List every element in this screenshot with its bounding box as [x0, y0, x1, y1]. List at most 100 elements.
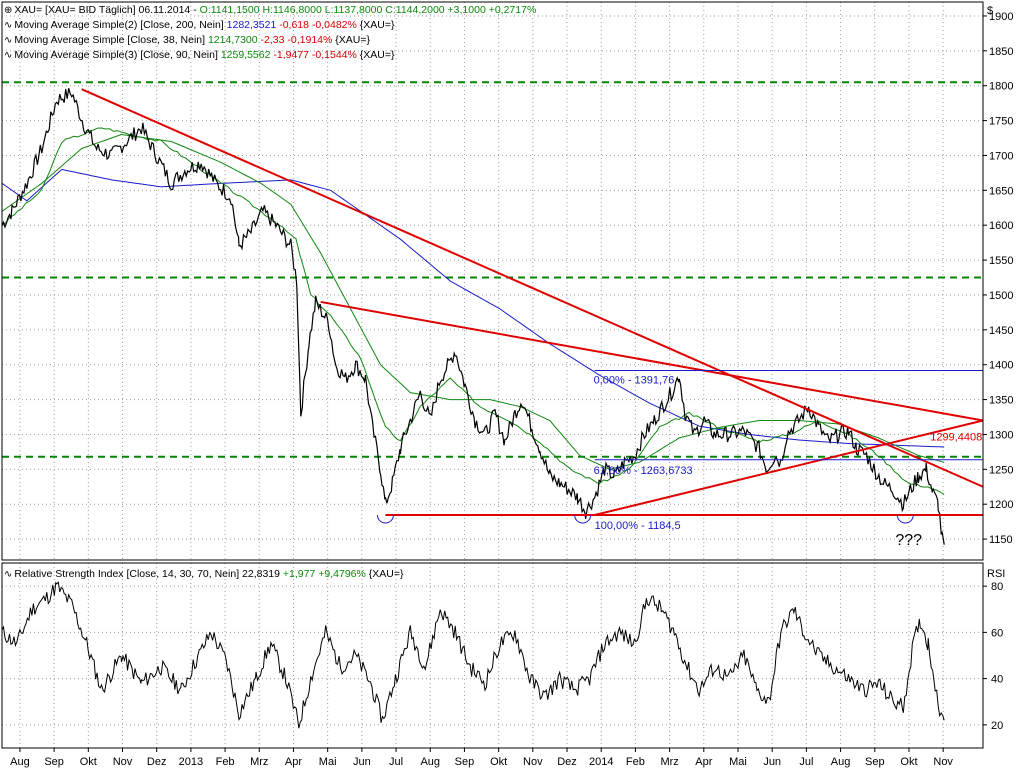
bottom-arc: [574, 514, 592, 524]
ma-icon: ∿: [4, 20, 13, 31]
price-tick-label: 1700: [989, 150, 1013, 162]
rsi-tick-label: 80: [991, 581, 1003, 593]
bottom-arc: [896, 514, 914, 524]
rsi-line: [1, 581, 945, 729]
price-tick-label: 1650: [989, 185, 1013, 197]
legend-ma90-value: 1259,5562: [220, 49, 271, 61]
price-tick-label: 1800: [989, 81, 1013, 93]
price-tick-label: 1850: [989, 46, 1013, 58]
x-tick-label: Aug: [420, 756, 440, 768]
legend-ma200-suffix: {XAU=}: [359, 19, 395, 31]
price-tick-label: 1400: [989, 360, 1013, 372]
legend-rsi-change: +1,977 +9,4796%: [282, 568, 366, 580]
legend-ma38-label: Moving Average Simple [Close, 38, Nein]: [14, 34, 206, 46]
x-tick-label: Feb: [626, 756, 645, 768]
x-tick-label: Mai: [319, 756, 337, 768]
x-tick-label: Nov: [113, 756, 133, 768]
legend-ma200-label: Moving Average Simple(2) [Close, 200, Ne…: [14, 19, 224, 31]
rsi-axis-label: RSI: [987, 568, 1005, 580]
price-line: [1, 88, 945, 545]
legend-ma200-change: -0,618 -0,0482%: [279, 19, 357, 31]
x-tick-label: Nov: [933, 756, 953, 768]
horizontal-levels: [2, 81, 983, 458]
price-tick-label: 1300: [989, 429, 1013, 441]
x-tick-label: Okt: [80, 756, 97, 768]
rsi-tick-label: 60: [991, 627, 1003, 639]
fib-label-100: 100,00% - 1184,5: [595, 520, 681, 532]
price-tick-label: 1600: [989, 220, 1013, 232]
fib-label-618: 61,80% - 1263,6733: [594, 465, 693, 477]
x-tick-label: Apr: [695, 756, 712, 768]
ma38-line: [1, 127, 945, 495]
legend-price-title: XAU= [XAU= BID Täglich] 06.11.2014 -: [14, 4, 200, 16]
x-tick-label: Okt: [900, 756, 917, 768]
x-tick-label: Mrz: [660, 756, 678, 768]
price-tick-label: 1900: [989, 11, 1013, 23]
x-tick-label: Sep: [455, 756, 475, 768]
x-tick-label: Dez: [147, 756, 167, 768]
question-annotation: ???: [895, 532, 922, 549]
price-tick-label: 1250: [989, 464, 1013, 476]
price-tick-label: 1500: [989, 290, 1013, 302]
x-tick-label: Apr: [285, 756, 302, 768]
ma-icon: ∿: [4, 35, 13, 46]
x-tick-label: Sep: [44, 756, 64, 768]
rsi-panel-frame: [1, 562, 984, 749]
price-tick-label: 1350: [989, 395, 1013, 407]
trendline: [320, 300, 984, 422]
legend-rsi-label: Relative Strength Index [Close, 14, 30, …: [14, 568, 240, 580]
rsi-tick-label: 20: [991, 720, 1003, 732]
x-tick-label: Sep: [865, 756, 885, 768]
x-tick-label: Mrz: [250, 756, 268, 768]
legend-ma200-value: 1282,3521: [226, 19, 277, 31]
bottom-arc: [376, 514, 394, 524]
legend-price: ⊕ XAU= [XAU= BID Täglich] 06.11.2014 - O:…: [4, 3, 536, 18]
x-tick-label: Okt: [490, 756, 507, 768]
ma200-line: [1, 168, 945, 448]
price-tick-label: 1550: [989, 255, 1013, 267]
x-tick-label: 2014: [589, 756, 613, 768]
legend-rsi: ∿ Relative Strength Index [Close, 14, 30,…: [4, 567, 404, 582]
ma200-end-label: 1299,4408: [930, 432, 982, 444]
legend-ma38: ∿ Moving Average Simple [Close, 38, Nein]…: [4, 33, 370, 48]
price-icon: ⊕: [4, 5, 13, 16]
trendline: [81, 88, 984, 488]
legend-ma90: ∿ Moving Average Simple(3) [Close, 90, Ne…: [4, 48, 395, 63]
price-series: [1, 88, 945, 729]
trendlines: [81, 88, 984, 517]
legend-rsi-value: 22,8319: [242, 568, 280, 580]
x-tick-label: Jun: [353, 756, 371, 768]
price-panel-frame: [1, 1, 984, 561]
rsi-icon: ∿: [4, 569, 13, 580]
x-tick-label: Jun: [763, 756, 781, 768]
x-tick-label: Nov: [523, 756, 543, 768]
x-tick-label: Feb: [216, 756, 235, 768]
legend-ma200: ∿ Moving Average Simple(2) [Close, 200, N…: [4, 18, 395, 33]
price-tick-label: 1450: [989, 325, 1013, 337]
x-tick-label: Jul: [389, 756, 403, 768]
legend-ma38-value: 1214,7300: [207, 34, 258, 46]
chart-grid: [2, 2, 983, 748]
price-tick-label: 1750: [989, 116, 1013, 128]
ma-icon: ∿: [4, 50, 13, 61]
rsi-tick-label: 40: [991, 674, 1003, 686]
price-tick-label: 1150: [989, 534, 1013, 546]
fib-label-0: 0,00% - 1391,76: [594, 374, 675, 386]
x-tick-label: Dez: [557, 756, 577, 768]
x-tick-label: Mai: [729, 756, 747, 768]
annotations: 0,00% - 1391,76 61,80% - 1263,6733 100,00%…: [376, 374, 982, 549]
legend-ma90-label: Moving Average Simple(3) [Close, 90, Nei…: [14, 49, 218, 61]
legend-ma38-change: -2,33 -0,1914%: [260, 34, 333, 46]
currency-label: $: [987, 5, 993, 17]
x-tick-label: Aug: [831, 756, 851, 768]
legend-price-ohlc: O:1141,1500 H:1146,8000 L:1137,8000 C:11…: [199, 4, 537, 16]
x-tick-label: Aug: [10, 756, 30, 768]
trendline: [594, 419, 984, 516]
legend-ma38-suffix: {XAU=}: [335, 34, 371, 46]
legend-ma90-suffix: {XAU=}: [359, 49, 395, 61]
legend-rsi-suffix: {XAU=}: [368, 568, 404, 580]
x-tick-label: 2013: [179, 756, 203, 768]
price-tick-label: 1200: [989, 499, 1013, 511]
